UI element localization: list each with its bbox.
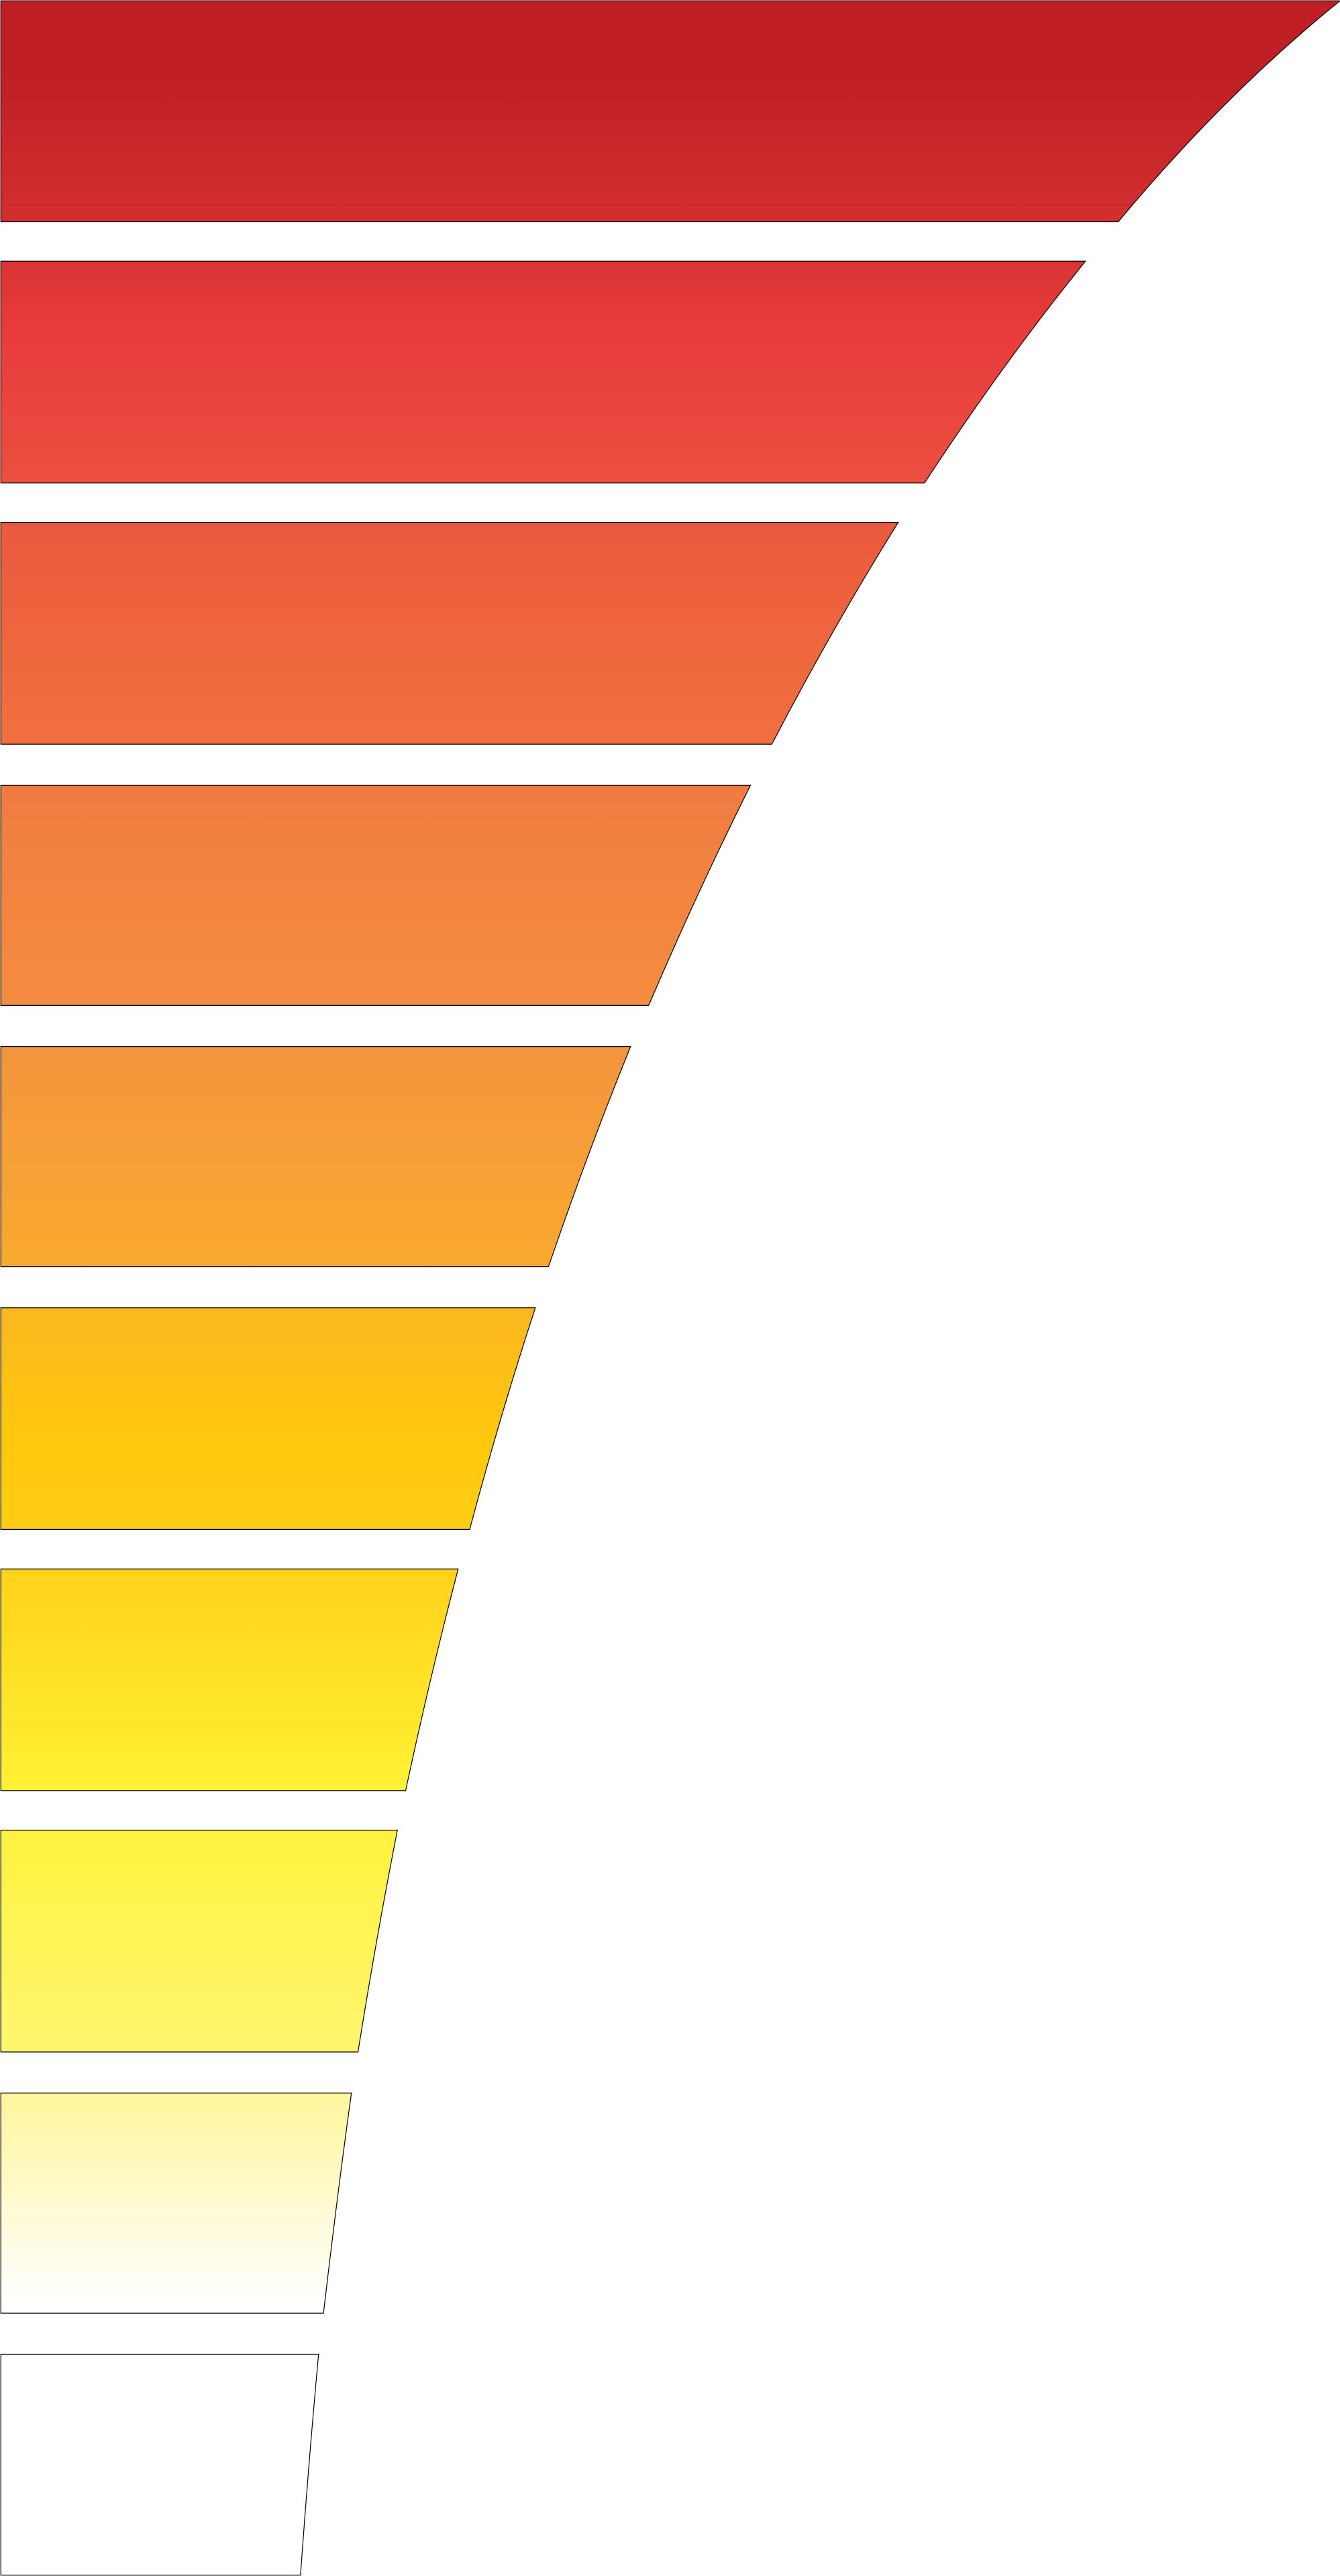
funnel-band bbox=[1, 1308, 535, 1530]
funnel-band bbox=[1, 1830, 397, 2052]
funnel-band bbox=[1, 523, 898, 745]
funnel-band bbox=[1, 1, 1340, 221]
funnel-band bbox=[1, 2093, 351, 2313]
funnel-band bbox=[1, 1569, 458, 1791]
funnel-band bbox=[1, 2354, 319, 2575]
funnel-band bbox=[1, 1047, 631, 1267]
funnel-band bbox=[1, 261, 1085, 483]
funnel-band bbox=[1, 785, 750, 1005]
